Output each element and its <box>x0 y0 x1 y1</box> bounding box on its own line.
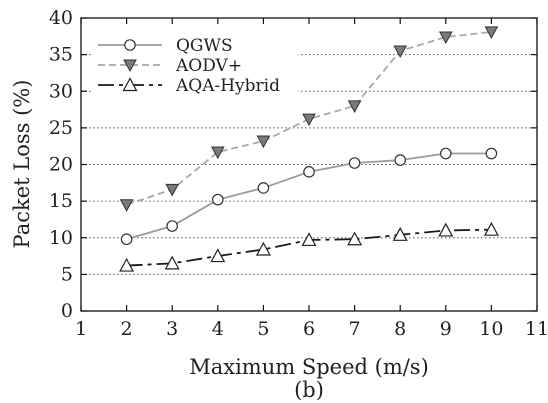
data-point <box>210 146 225 160</box>
data-point <box>166 220 178 232</box>
x-tick-label: 3 <box>166 318 178 340</box>
data-point <box>301 232 317 247</box>
data-point <box>348 157 361 169</box>
y-tick-label: 5 <box>61 263 73 285</box>
data-point <box>394 154 406 166</box>
data-point <box>483 221 499 236</box>
data-point <box>256 135 271 149</box>
y-tick-label: 0 <box>61 300 73 322</box>
x-tick-label: 4 <box>212 318 224 340</box>
axes-layer: 0 5 10 15 20 25 30 35 40 1 2 3 4 5 6 7 8 9 10 11 <box>49 7 548 340</box>
y-tick-label: 25 <box>49 117 73 139</box>
data-point <box>303 166 315 178</box>
x-tick-label: 10 <box>479 318 503 340</box>
data-point <box>484 26 499 39</box>
x-tick-label: 2 <box>121 318 133 340</box>
series-layer <box>119 26 499 272</box>
data-point <box>164 255 180 270</box>
y-tick-label: 20 <box>49 154 73 176</box>
data-point <box>119 257 135 272</box>
data-point <box>120 233 133 246</box>
data-point <box>165 183 180 197</box>
data-point <box>439 147 452 160</box>
y-tick-label: 15 <box>49 190 73 212</box>
series-aqa-hybrid <box>119 221 499 272</box>
x-axis-title: Maximum Speed (m/s) <box>189 355 429 379</box>
legend-label: AQA-Hybrid <box>175 76 280 96</box>
y-tick-label: 35 <box>49 44 73 66</box>
series-qgws <box>120 147 498 246</box>
legend-marker <box>122 77 138 92</box>
y-tick-label: 30 <box>49 80 73 102</box>
x-tick-label: 9 <box>440 318 452 340</box>
x-tick-label: 5 <box>257 318 269 340</box>
data-point <box>210 248 226 263</box>
legend-marker <box>124 39 136 51</box>
y-axis-title: Packet Loss (%) <box>10 80 34 249</box>
data-point <box>393 45 408 59</box>
data-point <box>119 199 134 212</box>
x-tick-label: 11 <box>525 318 548 340</box>
legend-label: QGWS <box>176 36 233 56</box>
data-point <box>347 231 363 246</box>
data-point <box>212 193 224 206</box>
data-point <box>255 241 271 256</box>
x-tick-label: 6 <box>303 318 315 340</box>
data-point <box>347 100 362 113</box>
y-tick-label: 40 <box>49 7 73 29</box>
data-point <box>438 31 453 45</box>
y-tick-label: 10 <box>49 227 73 249</box>
x-tick-label: 1 <box>75 318 87 340</box>
legend-label: AODV+ <box>175 56 242 76</box>
data-point <box>257 182 270 194</box>
legend-marker <box>123 59 137 73</box>
x-tick-label: 8 <box>394 318 406 340</box>
data-point <box>438 222 454 237</box>
chart-subtitle: (b) <box>294 378 324 402</box>
data-point <box>302 113 316 127</box>
data-point <box>392 227 408 241</box>
series-aodv- <box>119 26 499 212</box>
x-tick-label: 7 <box>349 318 361 340</box>
data-point <box>485 147 498 160</box>
